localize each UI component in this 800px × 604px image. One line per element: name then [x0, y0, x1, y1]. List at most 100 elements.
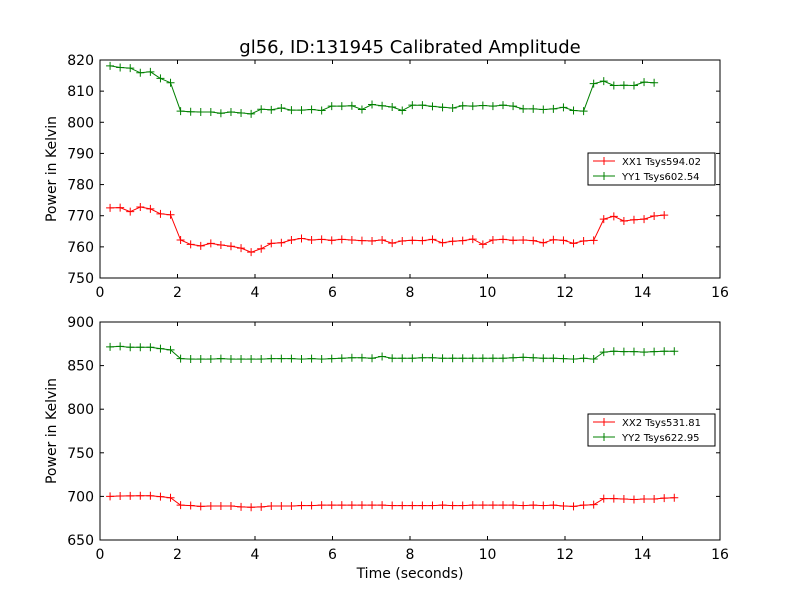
data-point: [176, 501, 185, 510]
data-point: [388, 239, 397, 248]
data-point: [418, 236, 427, 245]
data-point: [619, 217, 628, 226]
data-point: [116, 491, 125, 500]
data-point: [519, 501, 528, 510]
data-point: [368, 236, 377, 245]
data-point: [106, 342, 115, 351]
y-tick-label: 900: [67, 315, 94, 331]
data-point: [277, 103, 286, 112]
top-panel: 0 2 4 6 8 10 12 14 16750760770780790800810820Pow…: [44, 53, 729, 301]
data-point: [106, 203, 115, 212]
data-point: [126, 343, 135, 352]
data-point: [327, 102, 336, 111]
data-point: [468, 235, 477, 244]
data-point: [307, 105, 316, 114]
data-point: [509, 501, 518, 510]
data-point: [378, 352, 387, 361]
y-tick-label: 750: [67, 271, 94, 287]
data-point: [408, 354, 417, 363]
data-point: [579, 354, 588, 363]
data-point: [237, 502, 246, 511]
data-point: [206, 108, 215, 117]
data-point: [176, 107, 185, 116]
data-point: [347, 236, 356, 245]
data-point: [438, 501, 447, 510]
data-point: [297, 106, 306, 115]
y-axis-label: Power in Kelvin: [44, 116, 60, 222]
y-tick-label: 800: [67, 402, 94, 418]
y-axis-label: Power in Kelvin: [44, 378, 60, 484]
data-point: [569, 239, 578, 248]
y-tick-label: 790: [67, 146, 94, 162]
data-point: [499, 101, 507, 110]
x-tick-label: 10: [479, 285, 497, 301]
data-point: [347, 501, 356, 510]
data-point: [650, 78, 659, 87]
data-point: [136, 491, 145, 500]
data-point: [670, 347, 679, 356]
x-tick-label: 4: [251, 285, 260, 301]
data-point: [368, 354, 377, 363]
data-point: [509, 236, 518, 245]
data-point: [317, 235, 326, 244]
data-point: [277, 354, 286, 363]
data-point: [408, 236, 417, 245]
data-point: [277, 501, 286, 510]
data-point: [206, 239, 215, 248]
data-point: [569, 355, 578, 364]
x-tick-label: 16: [711, 547, 729, 563]
x-tick-label: 8: [406, 547, 415, 563]
data-point: [146, 343, 155, 352]
data-point: [216, 109, 225, 118]
data-point: [388, 501, 397, 510]
data-point: [196, 355, 205, 364]
data-point: [418, 501, 427, 510]
data-point: [267, 354, 276, 363]
data-point: [509, 102, 518, 111]
data-point: [448, 103, 457, 112]
data-point: [539, 354, 548, 363]
legend-box: [587, 152, 716, 186]
data-point: [619, 81, 628, 90]
data-point: [519, 353, 528, 362]
data-point: [196, 502, 205, 511]
data-point: [166, 78, 175, 87]
data-point: [156, 74, 165, 83]
data-point: [136, 343, 145, 352]
legend-label: XX2 Tsys531.81: [622, 418, 701, 429]
data-point: [186, 501, 195, 510]
data-point: [418, 353, 427, 362]
data-point: [468, 501, 477, 510]
x-tick-label: 8: [406, 285, 415, 301]
bottom-panel: 0 2 4 6 8 10 12 14 16 650 700 750 800 850 900 Power in …: [44, 315, 729, 563]
data-point: [156, 344, 165, 353]
data-point: [196, 108, 205, 117]
data-point: [609, 494, 618, 503]
data-point: [156, 492, 165, 501]
data-point: [438, 103, 447, 112]
y-tick-label: 750: [67, 446, 94, 462]
data-point: [438, 238, 447, 247]
data-point: [247, 248, 256, 257]
data-point: [368, 100, 377, 109]
data-point: [347, 353, 356, 362]
legend-marker: [600, 433, 608, 441]
data-point: [166, 493, 175, 502]
data-point: [287, 236, 296, 245]
data-point: [640, 78, 649, 87]
data-point: [418, 101, 427, 110]
legend-label: YY1 Tsys602.54: [621, 172, 700, 183]
data-point: [216, 240, 225, 249]
data-point: [267, 105, 276, 114]
legend-label: YY2 Tsys622.95: [621, 433, 700, 444]
data-point: [398, 236, 407, 245]
data-point: [650, 212, 659, 221]
data-point: [226, 108, 235, 117]
data-point: [599, 348, 608, 357]
data-point: [357, 501, 366, 510]
data-point: [609, 347, 618, 356]
x-tick-label: 2: [173, 285, 182, 301]
data-point: [650, 347, 659, 356]
data-point: [529, 236, 538, 245]
series-line: [110, 206, 665, 253]
